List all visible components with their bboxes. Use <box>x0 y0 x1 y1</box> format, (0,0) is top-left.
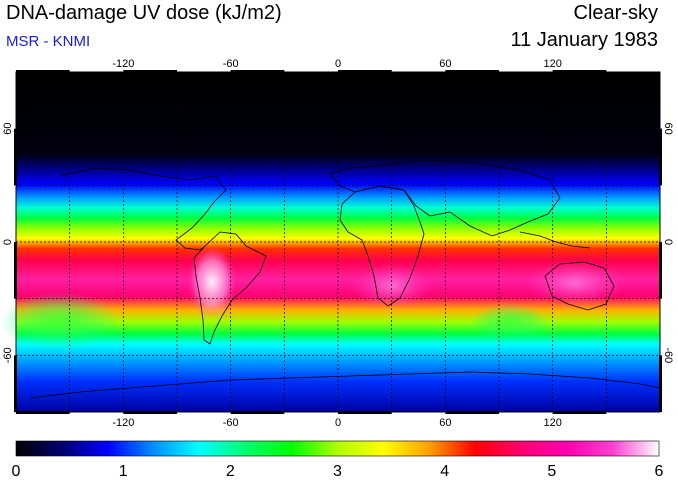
date-label: 11 January 1983 <box>510 29 658 51</box>
lat-axis-right: 60 0 -60 <box>662 123 674 364</box>
frame-segment-top <box>445 70 499 73</box>
graticule <box>16 72 660 412</box>
frame-segment-top <box>230 70 285 73</box>
colorbar-tick-label: 6 <box>655 463 664 480</box>
frame-segment-right <box>659 355 662 412</box>
eurasia-coast <box>329 159 561 237</box>
colorbar-tick-label: 5 <box>547 463 556 480</box>
source-label: MSR - KNMI <box>6 33 91 50</box>
colorbar: 0 1 2 3 4 5 6 <box>12 440 664 480</box>
south-pacific-low-dose <box>0 292 120 352</box>
lon-tick-label-top: -120 <box>112 58 134 70</box>
frame-segment-top <box>338 70 392 73</box>
indian-ocean-low-dose <box>470 304 550 340</box>
lon-tick-label-bottom: -60 <box>223 417 239 429</box>
lon-axis-bottom: -120 -60 0 60 120 <box>112 417 562 429</box>
colorbar-tick-label: 2 <box>226 463 235 480</box>
frame-segment-left <box>14 355 17 412</box>
lat-tick-label-right: -60 <box>662 347 674 363</box>
frame-segment-bottom <box>16 411 70 414</box>
lon-tick-label-top: 0 <box>335 58 341 70</box>
colorbar-tick-label: 3 <box>333 463 342 480</box>
lon-axis-top: -120 -60 0 60 120 <box>112 58 562 70</box>
frame-segment-bottom <box>445 411 499 414</box>
africa-coast <box>339 185 425 307</box>
colorbar-tick-label: 4 <box>440 463 449 480</box>
frame-segment-left <box>14 128 17 186</box>
lon-tick-label-bottom: -120 <box>112 417 134 429</box>
north-america-coast <box>59 167 227 251</box>
sky-condition-label: Clear-sky <box>573 2 658 24</box>
frame-segment-left <box>14 242 17 299</box>
lat-tick-label-left: 0 <box>2 239 14 245</box>
lat-axis-left: 60 0 -60 <box>2 123 14 364</box>
antarctica-coast <box>29 371 661 399</box>
frame-segment-right <box>659 242 662 299</box>
frame-segment-top <box>552 70 607 73</box>
colorbar-labels: 0 1 2 3 4 5 6 <box>12 463 664 480</box>
frame-segment-right <box>659 128 662 186</box>
lon-tick-label-top: 120 <box>543 58 561 70</box>
frame-segment-bottom <box>338 411 392 414</box>
lat-tick-label-right: 0 <box>662 239 674 245</box>
lon-tick-label-top: -60 <box>223 58 239 70</box>
frame-segment-bottom <box>230 411 285 414</box>
coastlines <box>29 159 661 399</box>
lat-tick-label-left: -60 <box>2 347 14 363</box>
lon-tick-label-bottom: 60 <box>439 417 451 429</box>
lon-tick-label-top: 60 <box>439 58 451 70</box>
frame-segment-top <box>16 70 70 73</box>
frame-segment-top <box>123 70 177 73</box>
lat-tick-label-left: 60 <box>2 123 14 135</box>
lat-tick-label-right: 60 <box>662 123 674 135</box>
australia-coast <box>544 261 615 311</box>
frame-segment-bottom <box>123 411 177 414</box>
colorbar-tick-label: 1 <box>119 463 128 480</box>
frame-segment-bottom <box>552 411 607 414</box>
colorbar-tick-label: 0 <box>12 463 21 480</box>
map-frame <box>14 70 662 414</box>
lon-tick-label-bottom: 0 <box>335 417 341 429</box>
map-title: DNA-damage UV dose (kJ/m2) <box>6 2 282 24</box>
lon-tick-label-bottom: 120 <box>543 417 561 429</box>
colorbar-gradient <box>15 440 660 457</box>
south-america-coast <box>193 231 267 345</box>
